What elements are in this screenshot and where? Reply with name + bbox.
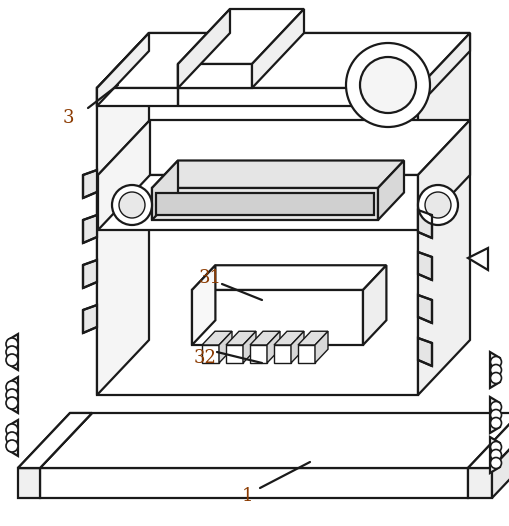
Polygon shape [417,252,431,280]
Text: 1: 1 [242,487,253,505]
Polygon shape [178,9,230,88]
Polygon shape [97,33,469,88]
Polygon shape [18,413,92,468]
Polygon shape [98,175,417,230]
Polygon shape [202,331,232,345]
Polygon shape [98,120,469,175]
Polygon shape [83,215,97,243]
Polygon shape [297,331,327,345]
Circle shape [6,432,18,444]
Polygon shape [467,413,509,468]
Polygon shape [18,468,40,498]
Circle shape [490,450,500,460]
Circle shape [6,338,18,350]
Polygon shape [273,331,303,345]
Polygon shape [267,331,279,363]
Circle shape [6,397,18,409]
Circle shape [6,346,18,358]
Circle shape [417,185,457,225]
Polygon shape [97,33,469,88]
Circle shape [424,192,450,218]
Polygon shape [152,188,377,220]
Text: 31: 31 [198,269,221,287]
Polygon shape [251,9,303,88]
Polygon shape [315,331,327,363]
Polygon shape [249,331,279,345]
Circle shape [490,418,500,429]
Polygon shape [191,265,386,290]
Polygon shape [40,468,467,498]
Polygon shape [18,413,92,468]
Polygon shape [97,88,417,106]
Polygon shape [225,331,256,345]
Polygon shape [202,345,218,363]
Polygon shape [489,397,499,433]
Circle shape [6,381,18,393]
Polygon shape [491,413,509,498]
Circle shape [490,372,500,383]
Polygon shape [489,437,499,473]
Circle shape [490,401,500,412]
Polygon shape [242,331,256,363]
Polygon shape [491,413,509,468]
Polygon shape [417,120,469,230]
Polygon shape [218,331,232,363]
Polygon shape [8,420,18,456]
Polygon shape [225,345,242,363]
Polygon shape [467,248,487,270]
Circle shape [119,192,145,218]
Polygon shape [417,338,431,366]
Circle shape [490,410,500,420]
Polygon shape [489,352,499,388]
Polygon shape [8,334,18,370]
Polygon shape [249,345,267,363]
Polygon shape [191,265,215,345]
Polygon shape [178,9,303,64]
Circle shape [6,424,18,436]
Circle shape [490,441,500,452]
Polygon shape [273,345,291,363]
Polygon shape [191,290,362,345]
Polygon shape [467,468,491,498]
Polygon shape [178,64,251,88]
Polygon shape [291,331,303,363]
Polygon shape [377,160,403,220]
Circle shape [490,365,500,376]
Polygon shape [417,33,469,106]
Circle shape [112,185,152,225]
Text: 32: 32 [193,349,216,367]
Text: 3: 3 [62,109,74,127]
Polygon shape [83,260,97,288]
Circle shape [6,389,18,401]
Polygon shape [156,193,373,215]
Polygon shape [417,295,431,323]
Polygon shape [297,345,315,363]
Circle shape [359,57,415,113]
Polygon shape [97,88,417,395]
Polygon shape [40,413,509,468]
Circle shape [6,440,18,452]
Polygon shape [97,33,149,395]
Polygon shape [83,170,97,198]
Polygon shape [152,160,403,188]
Polygon shape [417,33,469,395]
Polygon shape [417,210,431,238]
Circle shape [6,354,18,366]
Polygon shape [83,305,97,333]
Polygon shape [362,265,386,345]
Circle shape [490,458,500,469]
Polygon shape [98,120,150,230]
Circle shape [490,357,500,368]
Circle shape [345,43,429,127]
Polygon shape [8,377,18,413]
Polygon shape [97,33,149,106]
Polygon shape [152,160,178,220]
